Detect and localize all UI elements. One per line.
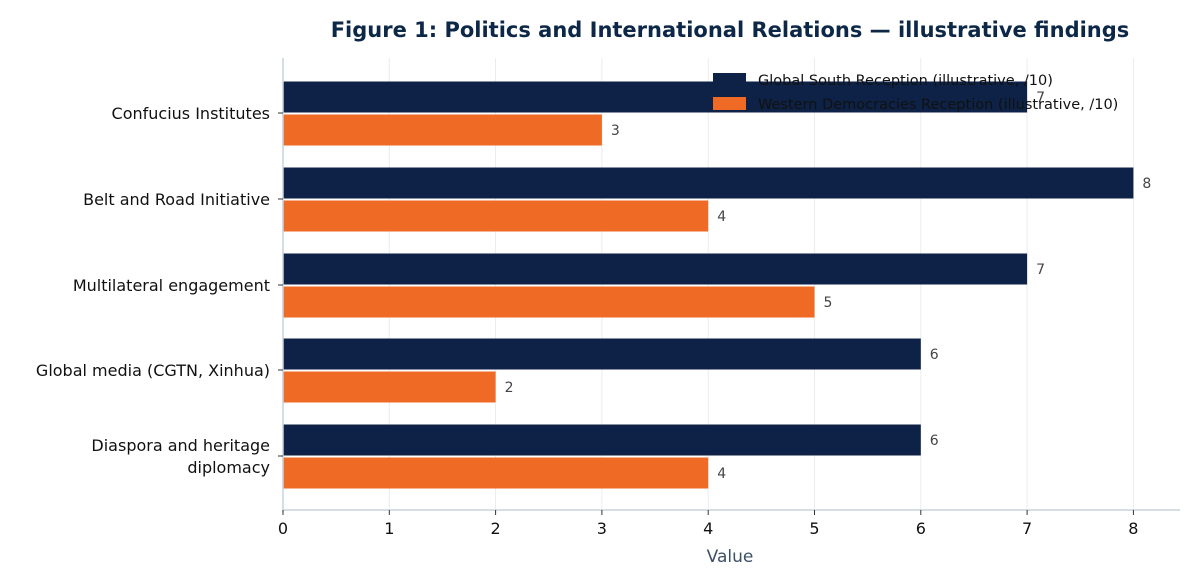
category-label-confucius-institutes: Confucius Institutes <box>112 104 270 123</box>
tick-label-x-8: 8 <box>1128 519 1138 538</box>
category-label-diaspora-and-heritage-diplomacy-line-1: Diaspora and heritage <box>91 436 270 455</box>
bar-global-south-diaspora-and-heritage-diplomacy <box>283 424 921 456</box>
category-label-global-media-cgtn-xinhua: Global media (CGTN, Xinhua) <box>36 361 270 380</box>
x-ticks: 0 1 2 3 4 5 6 7 8 <box>278 510 1138 538</box>
data-label-western-diaspora-and-heritage-diplomacy: 4 <box>717 466 726 482</box>
data-label-western-global-media-cgtn-xinhua: 2 <box>505 380 514 396</box>
bar-western-global-media-cgtn-xinhua <box>283 371 496 403</box>
data-label-global-south-belt-and-road-initiative: 8 <box>1142 176 1151 192</box>
legend-label-western: Western Democracies Reception (illustrat… <box>758 97 1118 113</box>
chart-title: Figure 1: Politics and International Rel… <box>331 18 1130 42</box>
data-label-western-multilateral-engagement: 5 <box>824 295 833 311</box>
x-axis-label: Value <box>707 547 754 567</box>
tick-label-x-2: 2 <box>491 519 501 538</box>
tick-label-x-6: 6 <box>916 519 926 538</box>
data-label-global-south-multilateral-engagement: 7 <box>1036 262 1045 278</box>
bar-western-belt-and-road-initiative <box>283 200 709 232</box>
category-label-diaspora-and-heritage-diplomacy-line-2: diplomacy <box>187 458 270 477</box>
tick-label-x-4: 4 <box>703 519 713 538</box>
tick-label-x-1: 1 <box>384 519 394 538</box>
tick-label-x-7: 7 <box>1022 519 1032 538</box>
legend-label-global-south: Global South Reception (illustrative, /1… <box>758 73 1053 89</box>
bar-global-south-confucius-institutes <box>283 81 1028 113</box>
data-label-global-south-diaspora-and-heritage-diplomacy: 6 <box>930 433 939 449</box>
bar-western-multilateral-engagement <box>283 286 815 318</box>
category-label-belt-and-road-initiative: Belt and Road Initiative <box>83 190 270 209</box>
bar-global-south-belt-and-road-initiative <box>283 167 1134 199</box>
legend: Global South Reception (illustrative, /1… <box>713 73 1118 113</box>
tick-label-x-0: 0 <box>278 519 288 538</box>
legend-swatch-global-south <box>713 73 746 86</box>
bar-western-confucius-institutes <box>283 114 602 146</box>
data-label-global-south-confucius-institutes: 7 <box>1036 90 1045 106</box>
tick-label-x-5: 5 <box>809 519 819 538</box>
bars <box>283 81 1134 489</box>
category-label-multilateral-engagement: Multilateral engagement <box>73 276 270 295</box>
bar-global-south-global-media-cgtn-xinhua <box>283 338 921 370</box>
bar-western-diaspora-and-heritage-diplomacy <box>283 457 709 489</box>
category-labels: Confucius Institutes Belt and Road Initia… <box>36 104 283 477</box>
data-label-western-confucius-institutes: 3 <box>611 123 620 139</box>
data-label-western-belt-and-road-initiative: 4 <box>717 209 726 225</box>
data-label-global-south-global-media-cgtn-xinhua: 6 <box>930 347 939 363</box>
tick-label-x-3: 3 <box>597 519 607 538</box>
bar-global-south-multilateral-engagement <box>283 253 1028 285</box>
data-labels: 7 3 8 4 7 5 6 2 6 4 <box>505 90 1152 482</box>
legend-swatch-western <box>713 97 746 110</box>
